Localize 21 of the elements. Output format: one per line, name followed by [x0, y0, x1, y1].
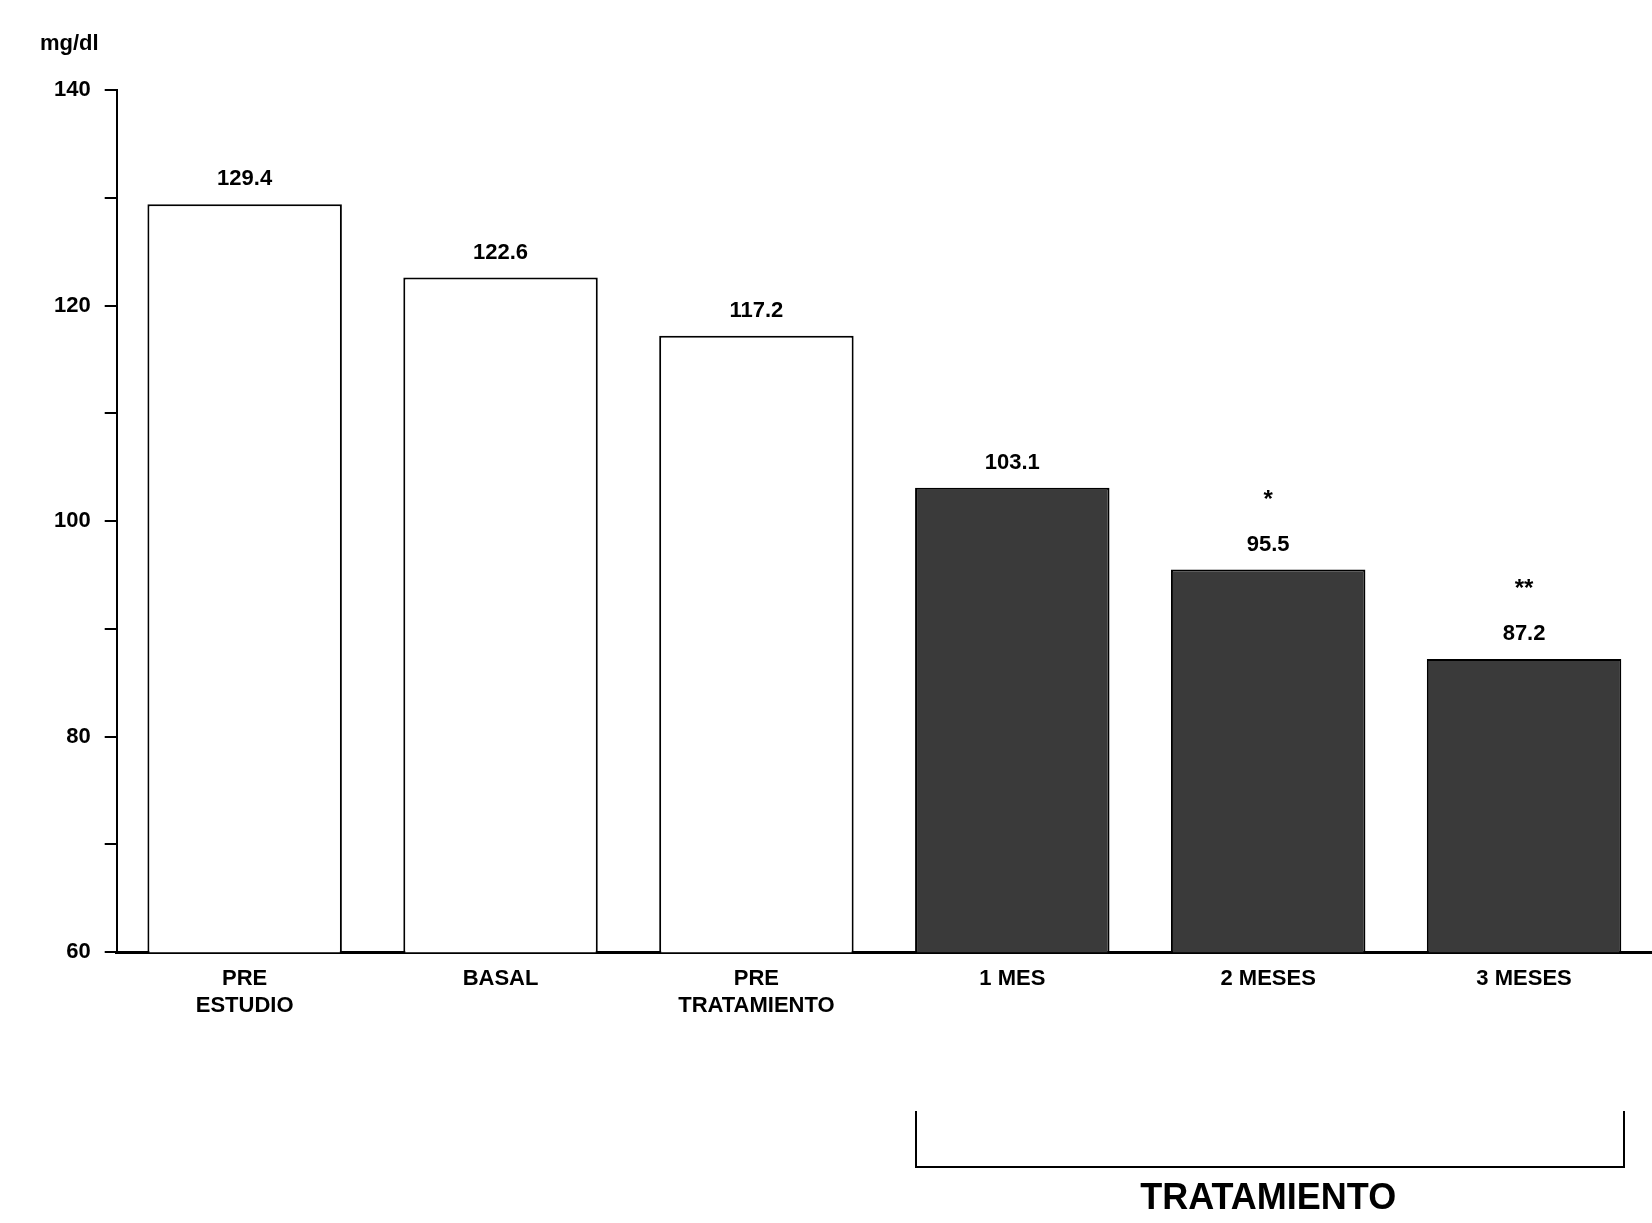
x-tick-label: 3 MESES: [1476, 965, 1572, 991]
y-tick-label: 140: [53, 76, 91, 102]
y-tick-label: 60: [66, 938, 91, 964]
data-label: 87.2: [1502, 620, 1546, 646]
y-tick-label: 100: [53, 507, 91, 533]
x-tick-label: BASAL: [462, 965, 539, 991]
x-tick-label: PRE TRATAMIENTO: [678, 965, 835, 1017]
data-label: 117.2: [729, 296, 784, 322]
data-label: 122.6: [473, 238, 529, 264]
data-label: 95.5: [1246, 530, 1290, 556]
annotation: *: [1263, 484, 1273, 513]
data-label: 129.4: [217, 165, 273, 191]
x-tick-label: 1 MES: [979, 965, 1046, 991]
annotation: **: [1514, 574, 1534, 603]
text: TRATAMIENTO: [1140, 1176, 1397, 1218]
y-axis-title: mg/dl: [40, 30, 99, 56]
x-tick-label: 2 MESES: [1220, 965, 1316, 991]
data-label: 103.1: [984, 448, 1040, 474]
x-tick-label: PRE ESTUDIO: [195, 965, 294, 1017]
y-tick-label: 80: [66, 722, 91, 748]
y-tick-label: 120: [53, 291, 91, 317]
